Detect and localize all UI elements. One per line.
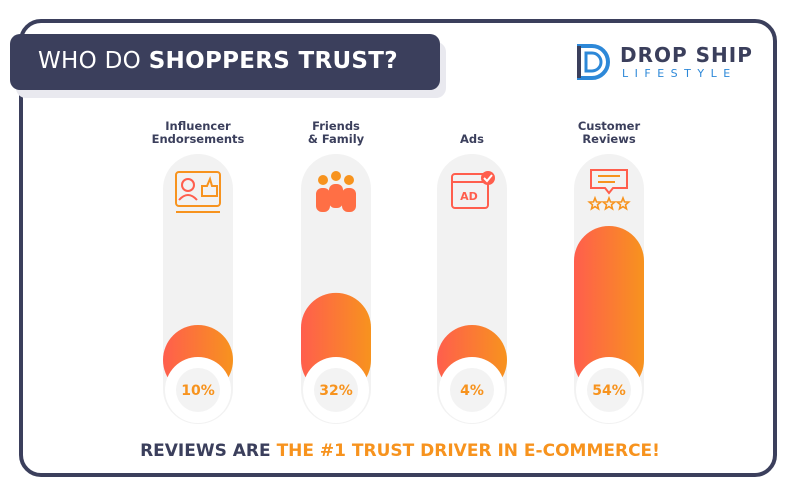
page-title: WHO DO SHOPPERS TRUST? xyxy=(38,48,398,74)
value-label: 54% xyxy=(592,383,626,399)
bar-group-1: Influencer Endorsements 10% xyxy=(152,119,245,424)
bar xyxy=(574,226,644,395)
title-bold: SHOPPERS TRUST? xyxy=(148,48,398,74)
category-label: Ads xyxy=(460,132,484,146)
value-circle-inner xyxy=(176,368,220,412)
brand-logo: DROP SHIP LIFESTYLE xyxy=(576,43,766,85)
logo-mark-icon xyxy=(577,44,610,80)
svg-text:AD: AD xyxy=(460,190,478,203)
footer-highlight: THE #1 TRUST DRIVER IN E-COMMERCE! xyxy=(276,441,660,461)
category-label: Friends & Family xyxy=(308,119,365,146)
value-label: 10% xyxy=(181,383,215,399)
value-circle-inner xyxy=(450,368,494,412)
value-label: 4% xyxy=(460,383,484,399)
ads-icon: AD xyxy=(451,171,495,209)
influencer-endorsement-icon xyxy=(175,171,221,213)
bar-group-4: Customer Reviews 54% xyxy=(574,119,644,424)
value-circle-inner xyxy=(314,368,358,412)
card-frame xyxy=(19,19,777,477)
logo-text-top: DROP SHIP xyxy=(620,43,753,67)
value-circle-inner xyxy=(587,368,631,412)
category-label: Customer Reviews xyxy=(578,119,641,146)
category-label: Influencer Endorsements xyxy=(152,119,245,146)
title-banner: WHO DO SHOPPERS TRUST? xyxy=(10,34,440,90)
bar-group-3: Ads AD 4% xyxy=(437,132,507,424)
title-prefix: WHO DO xyxy=(38,48,149,74)
bar-group-2: Friends & Family 32% xyxy=(301,119,371,424)
friends-family-icon xyxy=(316,171,356,212)
customer-reviews-icon xyxy=(587,169,631,211)
footer-prefix: REVIEWS ARE xyxy=(140,441,277,461)
footer-tagline: REVIEWS ARE THE #1 TRUST DRIVER IN E-COM… xyxy=(0,441,800,461)
logo-text-bottom: LIFESTYLE xyxy=(622,67,737,80)
value-label: 32% xyxy=(319,383,353,399)
